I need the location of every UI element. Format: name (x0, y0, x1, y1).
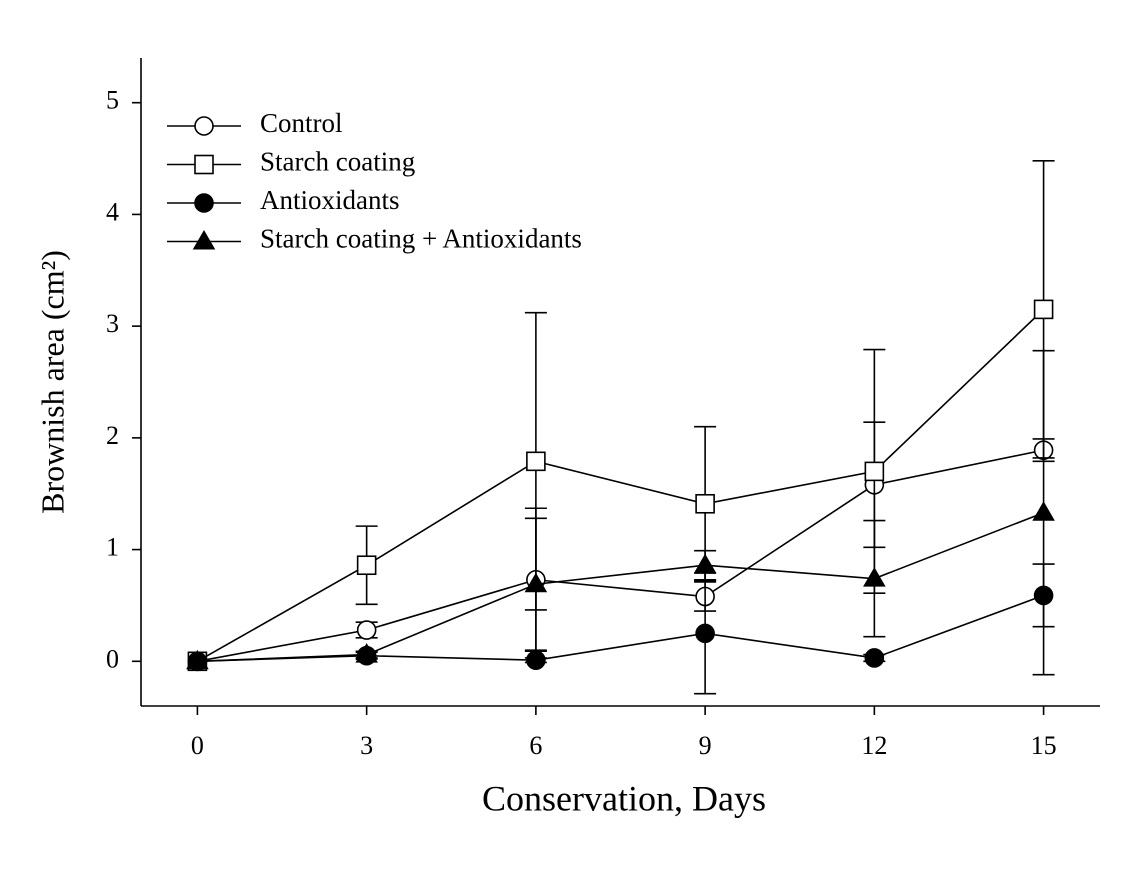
x-tick-label: 9 (699, 731, 712, 760)
y-tick-label: 3 (106, 309, 119, 338)
marker (693, 553, 717, 574)
y-tick-label: 0 (106, 644, 119, 673)
legend-label: Antioxidants (260, 185, 400, 215)
y-tick-label: 1 (106, 533, 119, 562)
legend-marker (194, 193, 214, 213)
series-line (197, 308, 1045, 663)
x-tick-label: 12 (861, 731, 887, 760)
marker (356, 620, 377, 640)
y-tick-label: 2 (106, 421, 119, 450)
legend-label: Control (260, 108, 343, 138)
marker (1033, 299, 1054, 320)
marker (186, 649, 209, 670)
x-tick-label: 3 (360, 731, 373, 760)
marker (526, 451, 546, 472)
legend-marker (194, 154, 214, 175)
legend-marker (192, 230, 216, 250)
legend-marker (194, 116, 214, 136)
series-line (197, 511, 1044, 663)
marker (1032, 501, 1055, 521)
x-tick-label: 15 (1031, 731, 1057, 760)
marker (356, 555, 377, 576)
marker (863, 567, 886, 587)
series-line (197, 594, 1044, 663)
x-tick-label: 0 (191, 731, 204, 760)
y-axis-title: Brownish area (cm²) (34, 250, 70, 514)
x-tick-label: 6 (529, 731, 542, 760)
y-tick-label: 5 (106, 86, 119, 115)
marker (355, 643, 378, 663)
y-tick-label: 4 (106, 197, 119, 226)
legend-label: Starch coating + Antioxidants (260, 224, 582, 254)
x-axis-title: Conservation, Days (482, 778, 766, 818)
marker (695, 493, 715, 514)
marker (864, 648, 885, 668)
marker (526, 650, 546, 670)
marker (695, 623, 715, 644)
series-line (197, 449, 1044, 663)
legend-label: Starch coating (260, 147, 415, 177)
marker (864, 461, 885, 482)
marker (524, 572, 548, 593)
